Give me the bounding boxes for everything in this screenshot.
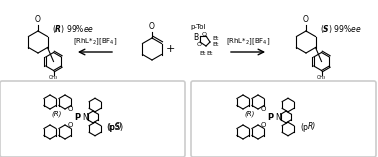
Text: B: B (194, 32, 198, 41)
Text: (R): (R) (52, 111, 62, 117)
Text: Et: Et (212, 41, 218, 46)
Text: P: P (74, 113, 80, 122)
Text: (p: (p (107, 122, 115, 132)
Text: O: O (35, 15, 41, 24)
Text: N: N (275, 113, 281, 122)
Text: Et: Et (200, 51, 206, 56)
Text: ($\bfit{S}$) 99%$\it{ee}$: ($\bfit{S}$) 99%$\it{ee}$ (320, 23, 362, 35)
Text: O: O (67, 122, 73, 128)
Text: CH₃: CH₃ (317, 76, 326, 80)
Text: O: O (303, 15, 309, 24)
Text: (pS): (pS) (107, 122, 124, 132)
Text: +: + (165, 44, 175, 54)
Text: ($\bfit{R}$) 99%$\it{ee}$: ($\bfit{R}$) 99%$\it{ee}$ (52, 23, 94, 35)
FancyBboxPatch shape (191, 81, 376, 157)
Text: Et: Et (207, 51, 213, 56)
Text: CH₃: CH₃ (49, 76, 58, 80)
Text: [RhL*$_2$][BF$_4$]: [RhL*$_2$][BF$_4$] (226, 36, 270, 47)
Text: (p: (p (300, 122, 308, 132)
Text: p-Tol: p-Tol (190, 24, 206, 30)
Text: P: P (267, 113, 273, 122)
Text: Et: Et (212, 35, 218, 41)
Text: N: N (82, 113, 88, 122)
Text: O: O (149, 22, 155, 31)
Text: O: O (260, 106, 266, 112)
Text: (R): (R) (245, 111, 255, 117)
Text: O: O (201, 32, 206, 38)
Text: O: O (260, 122, 266, 128)
Text: S): S) (115, 122, 123, 132)
Text: [RhL*$_2$][BF$_4$]: [RhL*$_2$][BF$_4$] (73, 36, 117, 47)
Text: O: O (197, 41, 201, 46)
Text: R): R) (308, 122, 316, 132)
FancyBboxPatch shape (0, 81, 185, 157)
Text: O: O (67, 106, 73, 112)
